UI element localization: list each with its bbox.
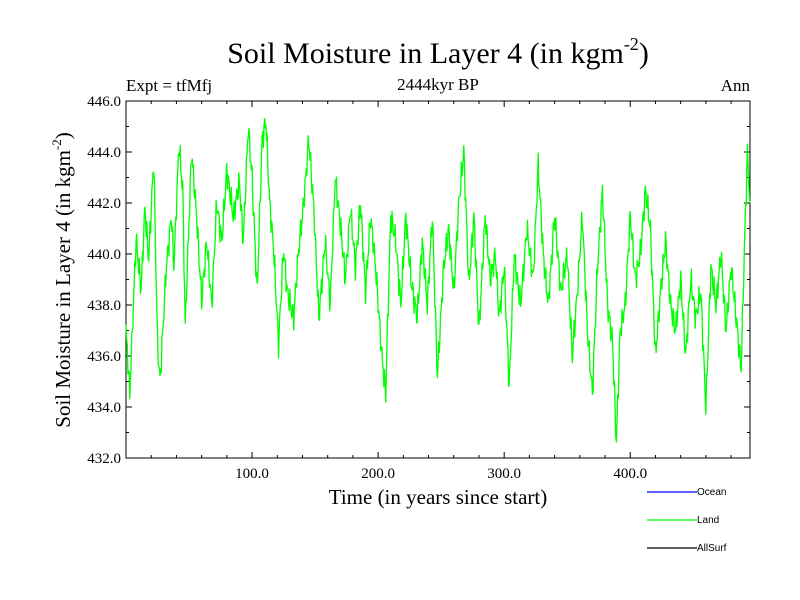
series-line-land (125, 118, 751, 443)
x-tick-label: 400.0 (613, 466, 647, 482)
y-tick-label: 440.0 (87, 247, 121, 263)
legend-label-allsurf: AllSurf (697, 543, 727, 554)
y-axis: 432.0 434.0 436.0 438.0 440.0 442.0 444.0 446.0 (87, 94, 750, 467)
y-tick-label: 442.0 (87, 196, 121, 212)
x-axis-label: Time (in years since start) (329, 485, 548, 509)
y-tick-label: 432.0 (87, 451, 121, 467)
legend-label-ocean: Ocean (697, 487, 726, 498)
plot-frame (125, 100, 751, 459)
legend-label-land: Land (697, 515, 719, 526)
season-label: Ann (721, 76, 751, 95)
y-tick-label: 444.0 (87, 145, 121, 161)
experiment-label: Expt = tfMfj (126, 76, 212, 95)
x-axis: 100.0 200.0 300.0 400.0 (150, 101, 732, 482)
y-tick-label: 434.0 (87, 400, 121, 416)
y-tick-label: 446.0 (87, 94, 121, 110)
chart-subtitle: 2444kyr BP (397, 75, 479, 94)
x-tick-label: 300.0 (487, 466, 521, 482)
y-axis-label: Soil Moisture in Layer 4 (in kgm-2) (49, 132, 75, 427)
chart-title: Soil Moisture in Layer 4 (in kgm-2) (227, 34, 649, 70)
y-tick-label: 438.0 (87, 298, 121, 314)
legend: Ocean Land AllSurf (647, 487, 727, 554)
y-tick-label: 436.0 (87, 349, 121, 365)
x-tick-label: 100.0 (235, 466, 269, 482)
x-tick-label: 200.0 (361, 466, 395, 482)
